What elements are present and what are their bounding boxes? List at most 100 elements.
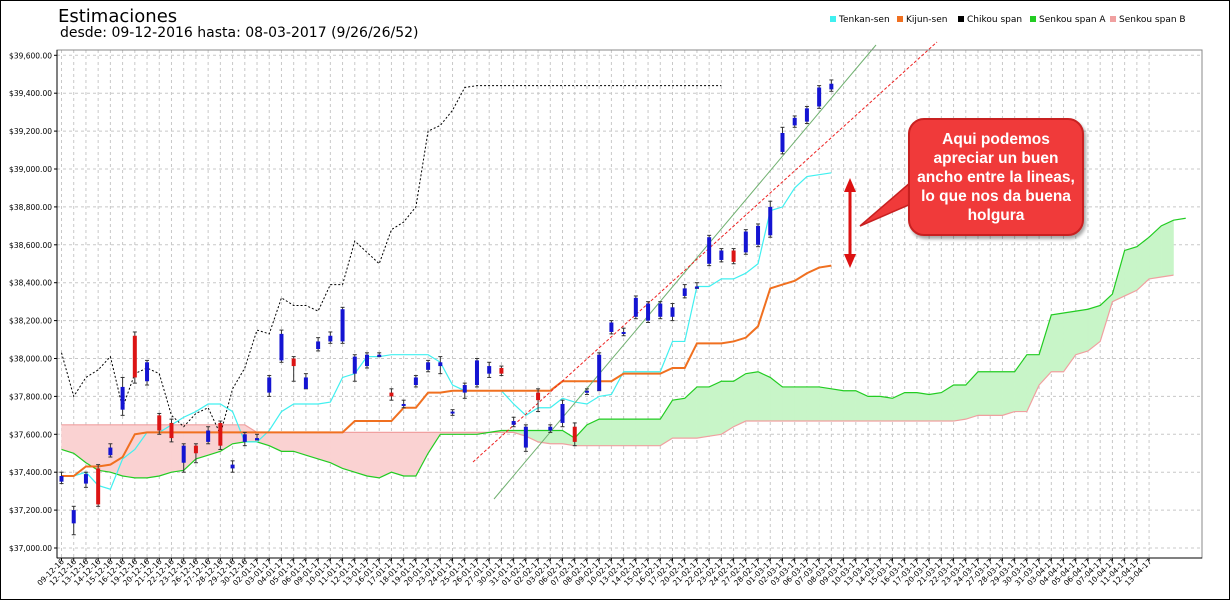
candle (511, 416, 516, 428)
candle-body (181, 445, 186, 463)
legend-item-senkou-b: Senkou span B (1110, 15, 1186, 25)
candle (120, 376, 125, 416)
cloud-segment (647, 418, 661, 446)
candle (694, 282, 699, 289)
candle (670, 303, 675, 322)
candle-body (413, 377, 418, 386)
candle (181, 443, 186, 473)
candle (157, 412, 162, 435)
y-tick-label: $39,000.00 (9, 165, 52, 174)
cloud-segment (1075, 308, 1089, 356)
candle-body (267, 377, 272, 393)
cloud-segment (757, 371, 771, 422)
cloud-segment (378, 432, 392, 479)
candle-body (633, 297, 638, 317)
candle (572, 422, 577, 447)
candle (646, 301, 651, 323)
candle-body (389, 392, 394, 397)
candle (792, 115, 797, 128)
candle (340, 306, 345, 344)
kumo-cloud (61, 219, 1174, 479)
cloud-segment (415, 432, 429, 477)
candle-body (169, 422, 174, 439)
y-tick-label: $39,400.00 (9, 89, 52, 98)
candle (768, 200, 773, 238)
legend-swatch (830, 16, 836, 22)
y-tick-label: $39,600.00 (9, 51, 52, 60)
cloud-segment (1087, 305, 1101, 352)
y-tick-label: $39,200.00 (9, 127, 52, 136)
candle-body (768, 206, 773, 236)
candle-body (682, 288, 687, 296)
cloud-segment (953, 384, 967, 422)
candle (756, 223, 761, 248)
y-tick-label: $37,000.00 (9, 544, 52, 553)
candle-body (707, 237, 712, 264)
candle (621, 327, 626, 337)
cloud-segment (403, 432, 417, 477)
cloud-segment (794, 386, 808, 422)
callout-text: Aqui podemos apreciar un buen ancho entr… (917, 130, 1075, 224)
candle (230, 460, 235, 473)
candle (523, 424, 528, 452)
candle (401, 399, 406, 409)
legend-item-chikou: Chikou span (958, 15, 1022, 25)
candle (255, 433, 260, 441)
cloud-segment (1161, 219, 1174, 278)
cloud-segment (1124, 246, 1138, 297)
chart-title: Estimaciones (58, 6, 178, 27)
legend-label: Senkou span A (1039, 15, 1106, 25)
candle-body (621, 331, 626, 334)
candle (560, 399, 565, 428)
cloud-segment (586, 418, 600, 446)
candle (450, 409, 455, 416)
candle (462, 382, 467, 399)
candle-body (829, 83, 834, 90)
y-tick-label: $38,600.00 (9, 241, 52, 250)
cloud-segment (879, 396, 893, 422)
candle (780, 126, 785, 155)
candle-body (609, 322, 614, 332)
candle-body (59, 475, 64, 482)
candle-body (83, 474, 88, 484)
cloud-segment (1026, 354, 1040, 412)
cloud-segment (281, 432, 294, 452)
candle (474, 358, 479, 388)
cloud-segment (73, 424, 87, 464)
indicator-lines (61, 85, 1186, 490)
width-arrow (844, 178, 856, 268)
candle (145, 359, 150, 386)
candle (83, 471, 88, 488)
candle-body (646, 303, 651, 321)
candle (731, 248, 736, 265)
candle-body (536, 392, 541, 401)
candle (279, 329, 284, 363)
cloud-segment (305, 432, 319, 460)
cloud-segment (904, 392, 918, 422)
legend-item-senkou-a: Senkou span A (1030, 15, 1106, 25)
trend-lines (472, 41, 938, 500)
candle-body (511, 421, 516, 425)
legend-swatch (958, 16, 964, 22)
legend-swatch (1110, 16, 1116, 22)
candle-body (560, 403, 565, 423)
candle-body (279, 333, 284, 361)
cloud-segment (623, 418, 637, 446)
candle-body (548, 426, 553, 431)
cloud-segment (843, 390, 857, 422)
y-tick-label: $37,400.00 (9, 468, 52, 477)
candle-body (365, 354, 369, 367)
candle (804, 105, 809, 125)
chart-subtitle: desde: 09-12-2016 hasta: 08-03-2017 (9/2… (60, 25, 419, 41)
legend-swatch (897, 16, 903, 22)
y-tick-label: $37,600.00 (9, 430, 52, 439)
candle-body (817, 87, 822, 107)
candle-body (743, 231, 748, 253)
cloud-segment (391, 432, 404, 477)
cloud-segment (672, 398, 685, 439)
candle (389, 388, 394, 401)
candle-body (96, 468, 101, 505)
candle (71, 505, 76, 536)
candle-body (377, 354, 382, 357)
